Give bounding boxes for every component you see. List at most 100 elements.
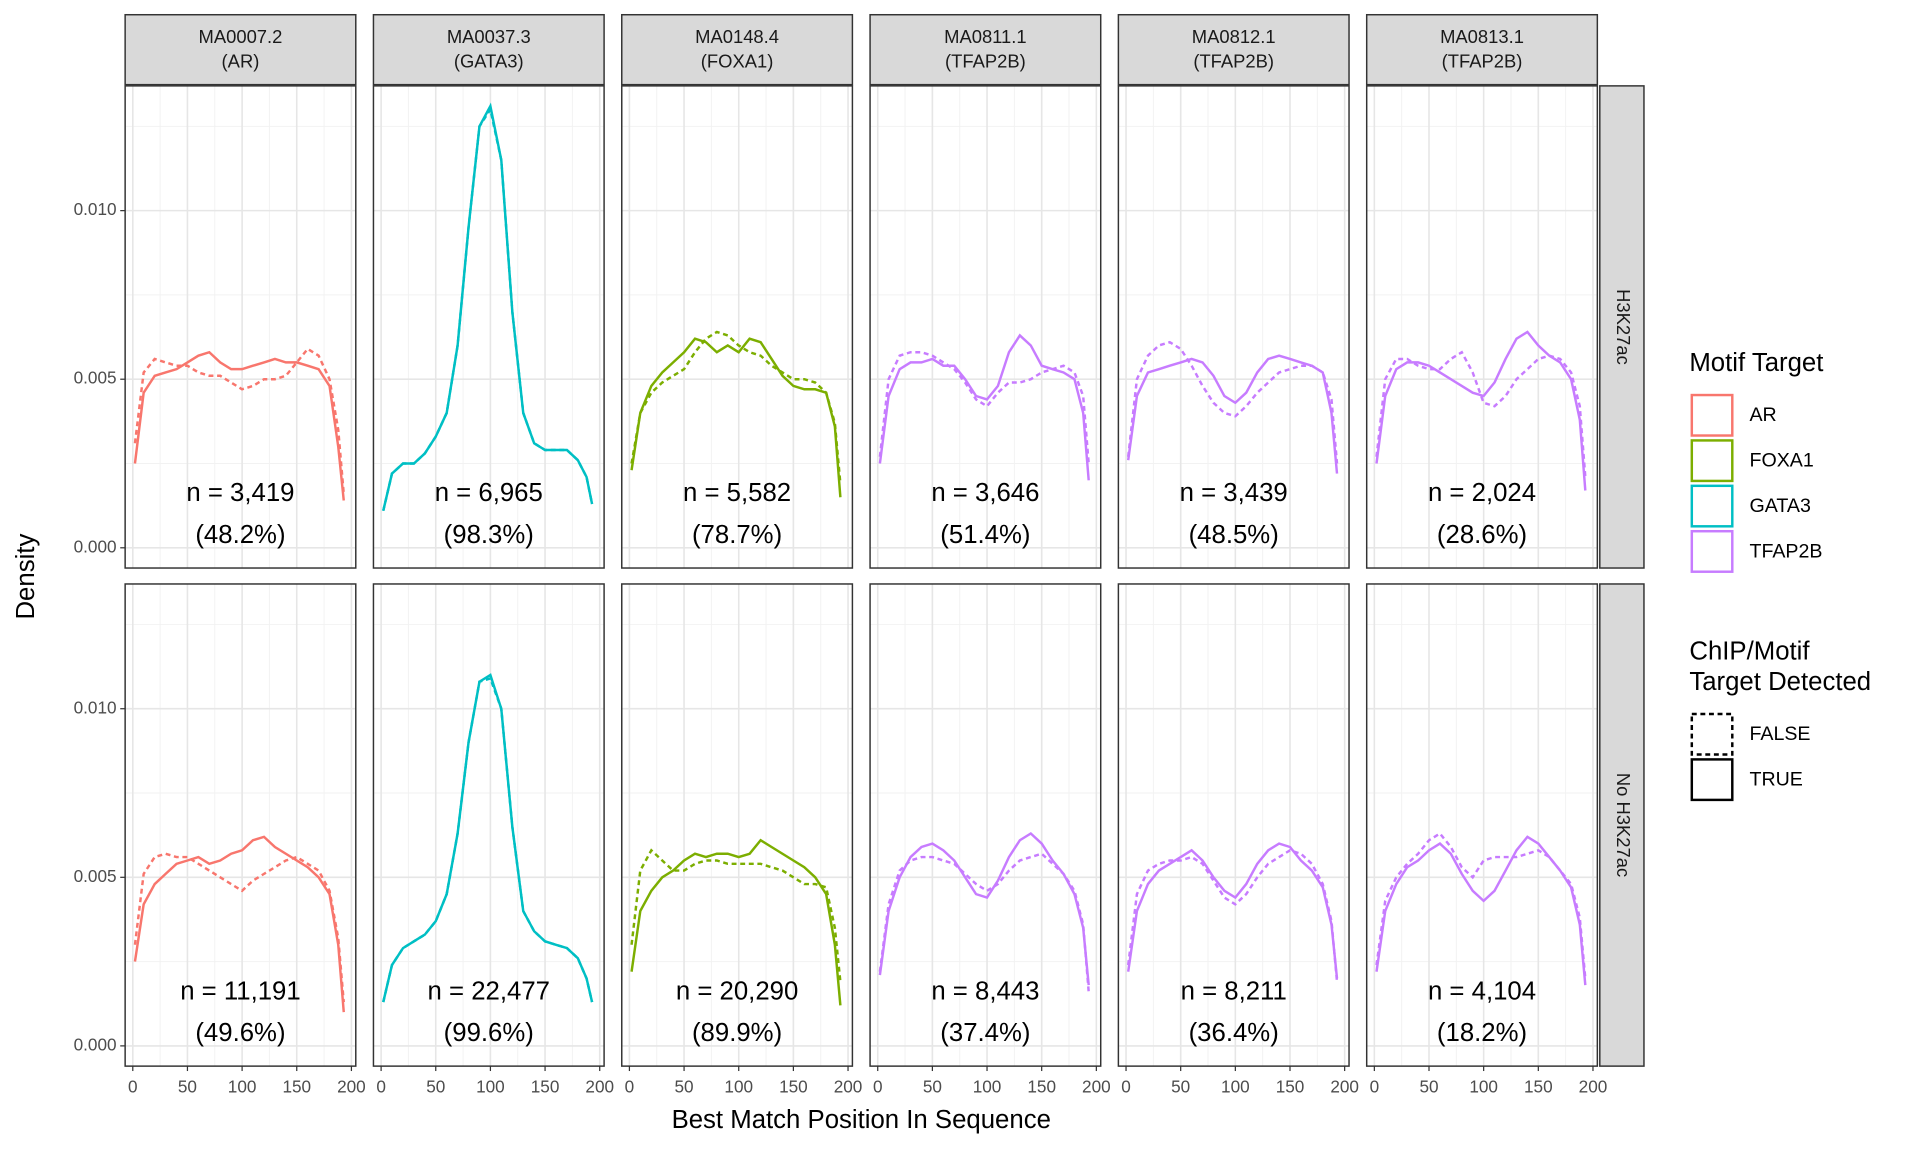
x-tick-label: 50 xyxy=(426,1077,445,1097)
density-line xyxy=(382,673,594,1003)
x-tick-label: 0 xyxy=(128,1077,138,1097)
x-axis-title: Best Match Position In Sequence xyxy=(672,1106,1051,1134)
annotation: n = 3,419 xyxy=(186,479,294,507)
legend-title: ChIP/Motif xyxy=(1689,637,1810,665)
density-line xyxy=(878,852,1090,992)
panel-background xyxy=(373,85,605,569)
annotation: n = 5,582 xyxy=(683,479,791,507)
x-tick-label: 200 xyxy=(1579,1077,1608,1097)
x-tick-label: 0 xyxy=(625,1077,635,1097)
strip-label: MA0037.3 xyxy=(447,26,531,47)
x-tick-label: 0 xyxy=(1370,1077,1380,1097)
density-line xyxy=(878,333,1090,481)
panel-background xyxy=(1118,85,1350,569)
strip-label: No H3K27ac xyxy=(1613,773,1634,877)
density-line xyxy=(878,831,1090,986)
panel-border xyxy=(869,85,1102,569)
panel-background xyxy=(1366,85,1598,569)
y-axis-title: Density xyxy=(12,534,40,620)
annotation: n = 2,024 xyxy=(1428,479,1536,507)
y-tick-label: 0.010 xyxy=(74,697,117,717)
x-tick-label: 150 xyxy=(1276,1077,1305,1097)
density-line xyxy=(1126,354,1339,474)
annotation: (49.6%) xyxy=(195,1019,285,1047)
x-tick-label: 0 xyxy=(1121,1077,1131,1097)
annotation: (28.6%) xyxy=(1437,521,1527,549)
density-line xyxy=(1126,842,1339,979)
density-line xyxy=(1126,340,1339,464)
x-tick-label: 150 xyxy=(779,1077,808,1097)
panel-border xyxy=(1365,583,1599,1067)
x-tick-label: 0 xyxy=(376,1077,386,1097)
annotation: n = 8,211 xyxy=(1181,977,1287,1005)
panel-border xyxy=(124,85,357,569)
density-line xyxy=(630,330,842,484)
density-line xyxy=(133,852,345,1003)
x-tick-label: 150 xyxy=(1524,1077,1553,1097)
y-tick-label: 0.005 xyxy=(74,368,117,388)
strip-label: (GATA3) xyxy=(454,50,524,71)
x-tick-label: 50 xyxy=(923,1077,942,1097)
annotation: (18.2%) xyxy=(1437,1019,1527,1047)
column-strip xyxy=(869,13,1102,86)
x-tick-label: 200 xyxy=(1082,1077,1111,1097)
row-strip xyxy=(1599,85,1645,569)
x-tick-label: 100 xyxy=(724,1077,753,1097)
annotation: (48.2%) xyxy=(195,521,285,549)
x-tick-label: 200 xyxy=(337,1077,366,1097)
legend-key xyxy=(1690,529,1734,573)
x-tick-label: 100 xyxy=(228,1077,257,1097)
annotation: n = 6,965 xyxy=(435,479,543,507)
legend-label: GATA3 xyxy=(1749,495,1810,517)
y-tick-label: 0.010 xyxy=(74,199,117,219)
x-tick-label: 0 xyxy=(873,1077,883,1097)
legend-key xyxy=(1690,484,1734,528)
x-tick-label: 100 xyxy=(476,1077,505,1097)
column-strip xyxy=(372,13,605,86)
legend-label: TRUE xyxy=(1749,768,1802,790)
strip-label: (FOXA1) xyxy=(701,50,774,71)
annotation: n = 3,439 xyxy=(1180,479,1288,507)
density-line xyxy=(1375,835,1587,986)
panel-background xyxy=(125,85,356,569)
x-tick-label: 50 xyxy=(675,1077,694,1097)
strip-label: MA0812.1 xyxy=(1192,26,1276,47)
annotation: (37.4%) xyxy=(940,1019,1030,1047)
annotation: n = 8,443 xyxy=(931,977,1039,1005)
x-tick-label: 100 xyxy=(1221,1077,1250,1097)
density-line xyxy=(133,347,345,494)
x-tick-label: 100 xyxy=(1469,1077,1498,1097)
density-line xyxy=(630,838,842,1006)
strip-label: (TFAP2B) xyxy=(1442,50,1523,71)
legend-label: TFAP2B xyxy=(1749,540,1822,562)
legend-key xyxy=(1690,393,1734,437)
density-line xyxy=(133,835,345,1013)
panel-background xyxy=(621,583,853,1067)
legend-label: AR xyxy=(1749,404,1776,426)
panel-background xyxy=(373,583,605,1067)
panel-background xyxy=(125,583,356,1067)
strip-label: MA0813.1 xyxy=(1440,26,1524,47)
panel-background xyxy=(1118,583,1350,1067)
density-line xyxy=(1126,848,1339,982)
strip-label: (AR) xyxy=(222,50,260,71)
panel-border xyxy=(372,583,605,1067)
panel-border xyxy=(869,583,1102,1067)
legend-key xyxy=(1690,712,1734,756)
strip-label: MA0148.4 xyxy=(695,26,779,47)
density-line xyxy=(630,337,842,498)
column-strip xyxy=(1117,13,1350,86)
x-tick-label: 200 xyxy=(1330,1077,1359,1097)
row-strip xyxy=(1599,583,1645,1067)
panel-border xyxy=(1117,583,1350,1067)
annotation: (48.5%) xyxy=(1189,521,1279,549)
x-tick-label: 50 xyxy=(1419,1077,1438,1097)
density-line xyxy=(1375,831,1587,979)
y-tick-label: 0.000 xyxy=(74,536,117,556)
x-tick-label: 200 xyxy=(585,1077,614,1097)
x-tick-label: 50 xyxy=(178,1077,197,1097)
annotation: n = 4,104 xyxy=(1428,977,1536,1005)
legend-label: FALSE xyxy=(1749,723,1810,745)
x-tick-label: 150 xyxy=(282,1077,311,1097)
